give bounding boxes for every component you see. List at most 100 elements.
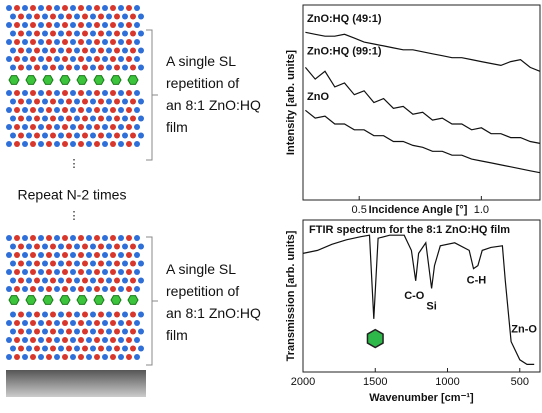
atom (122, 47, 128, 54)
plot-frame (302, 4, 541, 201)
atom (130, 277, 136, 284)
atom (18, 260, 24, 267)
atom (46, 5, 52, 11)
atom (46, 22, 52, 28)
atom (86, 286, 92, 292)
atom (66, 47, 72, 54)
atom (78, 124, 84, 130)
atom (70, 90, 76, 96)
atom (62, 252, 68, 258)
atom (46, 107, 52, 113)
atom (102, 252, 108, 258)
atom (22, 354, 28, 360)
atom (70, 337, 76, 343)
atom (78, 269, 84, 275)
atom (122, 277, 128, 284)
atom (86, 141, 92, 147)
atom (126, 354, 132, 360)
atom (138, 260, 144, 267)
atom (14, 22, 20, 28)
atom (58, 115, 64, 122)
atom (30, 5, 36, 11)
atom (122, 98, 128, 105)
atom (50, 311, 56, 318)
atom (6, 252, 12, 258)
atom (58, 277, 64, 284)
atom (70, 320, 76, 326)
atom (90, 115, 96, 122)
atom (14, 354, 20, 360)
atom (22, 337, 28, 343)
atom (6, 56, 12, 62)
atom (78, 337, 84, 343)
atom (126, 5, 132, 11)
atom (118, 56, 124, 62)
atom (46, 354, 52, 360)
atom (78, 320, 84, 326)
atom (70, 107, 76, 113)
data-line (304, 67, 541, 144)
atom (30, 320, 36, 326)
atom (14, 235, 20, 241)
atom (34, 47, 40, 54)
atom (134, 286, 140, 292)
atom (54, 107, 60, 113)
atom (30, 90, 36, 96)
atom (26, 98, 32, 105)
atom (70, 5, 76, 11)
atom (54, 269, 60, 275)
atom (14, 5, 20, 11)
atom (82, 328, 88, 335)
atom (22, 107, 28, 113)
atom (22, 235, 28, 241)
atom (30, 235, 36, 241)
atom (118, 286, 124, 292)
data-line (305, 31, 541, 72)
atom (30, 252, 36, 258)
atom (26, 13, 32, 20)
atom (94, 269, 100, 275)
atom (66, 243, 72, 250)
atom (110, 269, 116, 275)
x-tick-label: 1000 (435, 376, 459, 388)
atom (62, 141, 68, 147)
atom (70, 252, 76, 258)
atom (102, 320, 108, 326)
atom (94, 235, 100, 241)
substrate (6, 370, 146, 397)
atom (54, 90, 60, 96)
atom (86, 107, 92, 113)
atom (98, 64, 104, 71)
atom (34, 132, 40, 139)
atom (6, 320, 12, 326)
atom (86, 22, 92, 28)
atom (102, 141, 108, 147)
atom (14, 252, 20, 258)
atom (26, 64, 32, 71)
atom (34, 30, 40, 37)
atom (22, 124, 28, 130)
hq-molecule (110, 75, 122, 85)
atom (82, 260, 88, 267)
atom (122, 30, 128, 37)
atom (86, 39, 92, 45)
atom (102, 39, 108, 45)
atom (82, 98, 88, 105)
atom (66, 328, 72, 335)
atom (22, 320, 28, 326)
atom (98, 345, 104, 352)
atom (94, 90, 100, 96)
atom (86, 252, 92, 258)
hq-molecule (42, 75, 54, 85)
atom (62, 5, 68, 11)
atom (94, 124, 100, 130)
atom (70, 269, 76, 275)
atom (10, 115, 16, 122)
atom (118, 39, 124, 45)
hq-molecule (93, 75, 105, 85)
atom (110, 124, 116, 130)
atom (6, 235, 12, 241)
atom (38, 235, 44, 241)
atom (18, 132, 24, 139)
atom (66, 115, 72, 122)
